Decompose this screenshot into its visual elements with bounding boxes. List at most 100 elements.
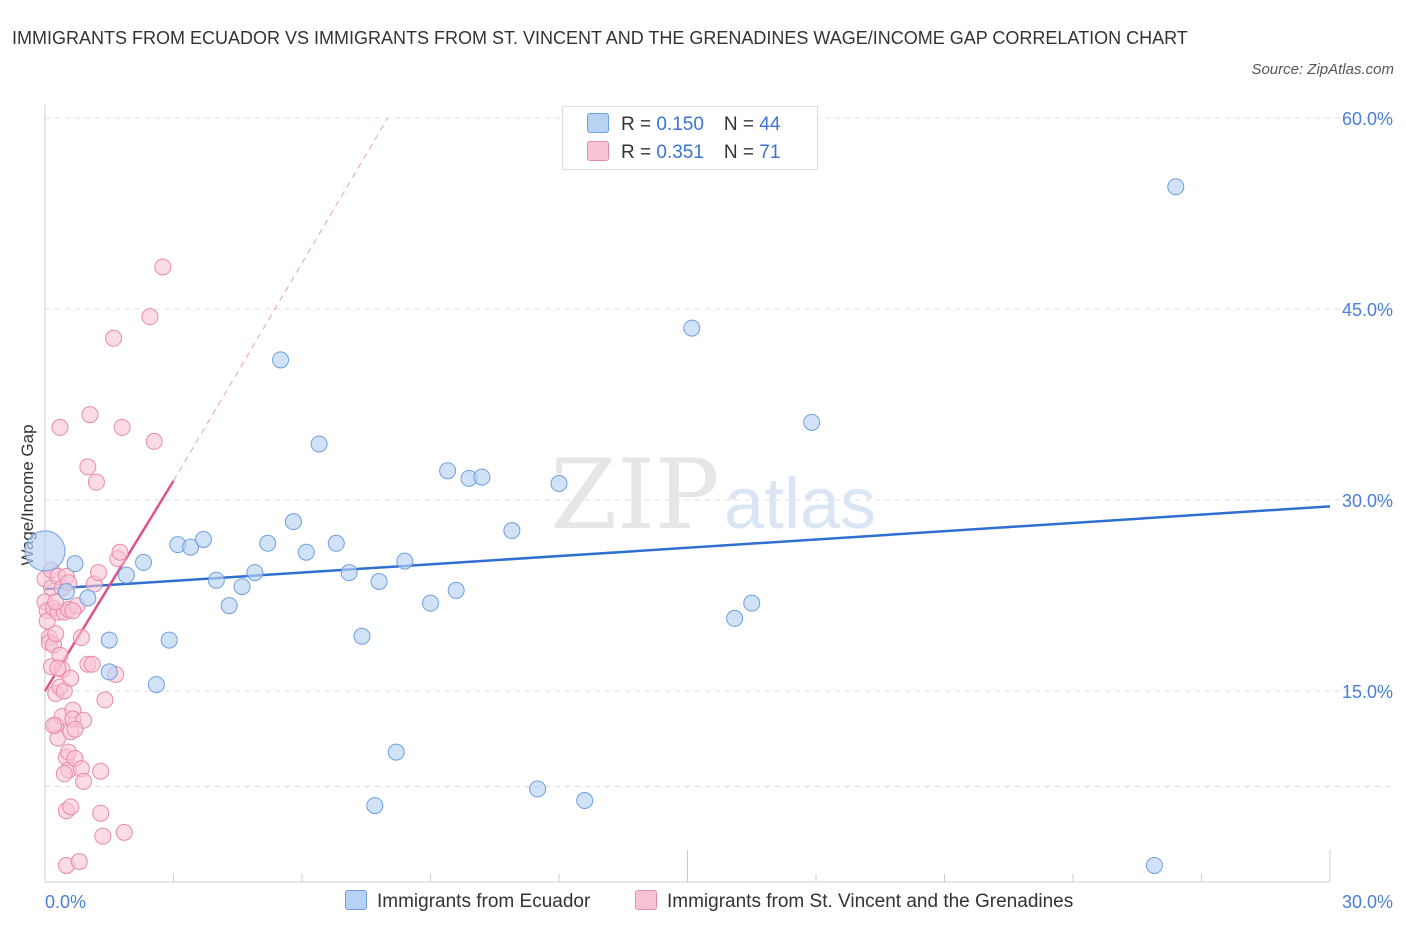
point-ecuador (207, 571, 225, 589)
point-st-vincent (83, 655, 101, 673)
point-st-vincent (90, 564, 108, 582)
point-ecuador (550, 474, 568, 492)
point-ecuador (353, 627, 371, 645)
watermark-zip: ZIP (550, 439, 719, 551)
series-swatch-ecuador (345, 890, 367, 910)
axes (44, 105, 1331, 883)
source-label: Source: ZipAtlas.com (1251, 61, 1394, 78)
point-ecuador (503, 522, 521, 540)
point-ecuador (340, 564, 358, 582)
point-ecuador (220, 597, 238, 615)
legend-row-st-vincent: R = 0.351 N = 71 (587, 141, 780, 163)
point-st-vincent (75, 772, 93, 790)
y-tick-label: 30.0% (1342, 491, 1393, 511)
point-ecuador (233, 578, 251, 596)
point-st-vincent (47, 625, 65, 643)
point-st-vincent (141, 308, 159, 326)
series-name-st-vincent: Immigrants from St. Vincent and the Gren… (667, 891, 1074, 912)
point-st-vincent (62, 798, 80, 816)
point-ecuador (160, 631, 178, 649)
point-st-vincent (70, 853, 88, 871)
point-ecuador (327, 534, 345, 552)
legend-n-label: N = (723, 142, 760, 163)
legend-n-label: N = (723, 114, 760, 135)
point-st-vincent (49, 659, 67, 677)
point-ecuador (473, 468, 491, 486)
legend-r-label: R = (621, 142, 657, 163)
y-tick-label: 60.0% (1342, 109, 1393, 129)
point-ecuador (683, 319, 701, 337)
point-ecuador (79, 589, 97, 607)
point-ecuador (803, 413, 821, 431)
y-tick-label: 45.0% (1342, 300, 1393, 320)
point-st-vincent (145, 432, 163, 450)
point-ecuador (100, 663, 118, 681)
legend-r-label: R = (621, 114, 657, 135)
point-ecuador (246, 564, 264, 582)
point-ecuador (366, 797, 384, 815)
point-ecuador (726, 609, 744, 627)
chart-title: IMMIGRANTS FROM ECUADOR VS IMMIGRANTS FR… (12, 28, 1188, 48)
point-st-vincent (113, 418, 131, 436)
point-st-vincent (87, 473, 105, 491)
legend-swatch-ecuador (587, 113, 609, 133)
point-ecuador (135, 553, 153, 571)
point-st-vincent (96, 691, 114, 709)
x-tick-label: 30.0% (1342, 892, 1393, 912)
point-st-vincent (115, 823, 133, 841)
point-ecuador (387, 743, 405, 761)
data-points (24, 178, 1185, 874)
point-st-vincent (105, 329, 123, 347)
legend-n-value: 71 (759, 142, 781, 163)
point-st-vincent (55, 765, 73, 783)
legend-n-value: 44 (759, 114, 781, 135)
point-st-vincent (45, 716, 63, 734)
point-ecuador (57, 583, 75, 601)
point-st-vincent (92, 804, 110, 822)
trend-line-st-vincent-extension (173, 117, 389, 482)
point-ecuador (310, 435, 328, 453)
legend-row-ecuador: R = 0.150 N = 44 (587, 113, 780, 135)
trend-lines (43, 117, 1331, 692)
point-st-vincent (92, 762, 110, 780)
series-legend-st-vincent: Immigrants from St. Vincent and the Gren… (635, 890, 1073, 913)
correlation-legend: R = 0.150 N = 44 R = 0.351 N = 71 (562, 106, 818, 170)
point-ecuador (117, 566, 135, 584)
point-ecuador (439, 462, 457, 480)
point-st-vincent (79, 458, 97, 476)
point-ecuador (272, 351, 290, 369)
series-swatch-st-vincent (635, 890, 657, 910)
point-ecuador (1167, 178, 1185, 196)
point-ecuador (297, 543, 315, 561)
point-st-vincent (47, 593, 65, 611)
point-st-vincent (64, 602, 82, 620)
point-ecuador (259, 534, 277, 552)
point-ecuador (396, 552, 414, 570)
point-ecuador (182, 538, 200, 556)
point-ecuador (1145, 856, 1163, 874)
point-st-vincent (66, 720, 84, 738)
point-ecuador (24, 530, 66, 572)
point-ecuador (370, 572, 388, 590)
point-ecuador (529, 780, 547, 798)
point-st-vincent (111, 543, 129, 561)
point-st-vincent (154, 258, 172, 276)
point-ecuador (194, 530, 212, 548)
point-ecuador (743, 594, 761, 612)
legend-swatch-st-vincent (587, 141, 609, 161)
point-ecuador (66, 555, 84, 573)
point-ecuador (147, 676, 165, 694)
legend-r-value: 0.150 (656, 114, 704, 135)
legend-r-value: 0.351 (656, 142, 704, 163)
point-st-vincent (72, 629, 90, 647)
point-ecuador (100, 631, 118, 649)
y-tick-label: 15.0% (1342, 682, 1393, 702)
point-st-vincent (62, 669, 80, 687)
point-ecuador (284, 513, 302, 531)
point-st-vincent (94, 827, 112, 845)
point-st-vincent (81, 406, 99, 424)
gridlines (45, 117, 1395, 787)
x-tick-label: 0.0% (45, 892, 86, 912)
tick-labels: 15.0% 30.0% 45.0% 60.0% 0.0% 30.0% (45, 109, 1393, 912)
